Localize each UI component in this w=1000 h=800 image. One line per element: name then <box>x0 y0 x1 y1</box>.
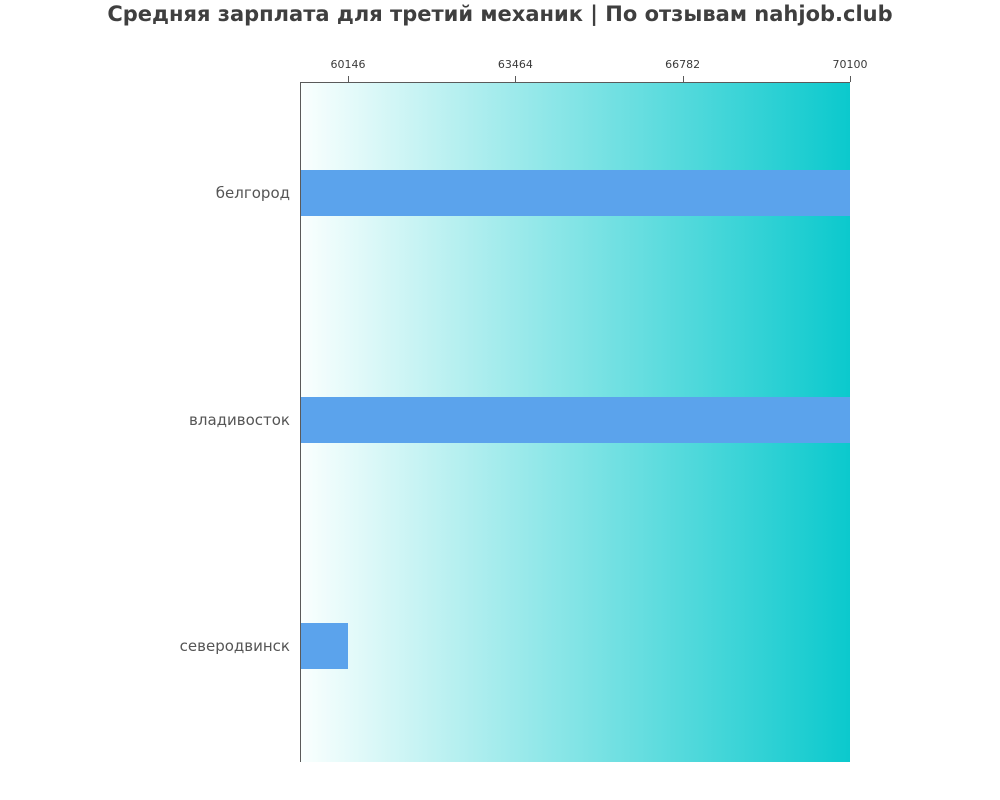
bar-белгород <box>301 170 850 217</box>
x-tick-mark-2 <box>682 76 684 82</box>
bar-владивосток <box>301 396 850 443</box>
x-tick-label-0: 60146 <box>330 58 366 71</box>
category-label-белгород: белгород <box>215 184 290 203</box>
bar-северодвинск <box>301 622 348 669</box>
category-label-владивосток: владивосток <box>189 410 290 429</box>
x-tick-label-3: 70100 <box>832 58 868 71</box>
plot-area: 60146 63464 66782 70100 <box>300 58 868 762</box>
category-label-северодвинск: северодвинск <box>179 636 290 655</box>
category-axis: белгород владивосток северодвинск <box>0 83 290 762</box>
x-tick-mark-3 <box>850 76 851 82</box>
x-tick-label-2: 66782 <box>665 58 701 71</box>
x-tick-mark-1 <box>515 76 517 82</box>
x-tick-label-1: 63464 <box>497 58 533 71</box>
chart-title: Средняя зарплата для третий механик | По… <box>107 2 893 26</box>
x-tick-mark-0 <box>347 76 349 82</box>
